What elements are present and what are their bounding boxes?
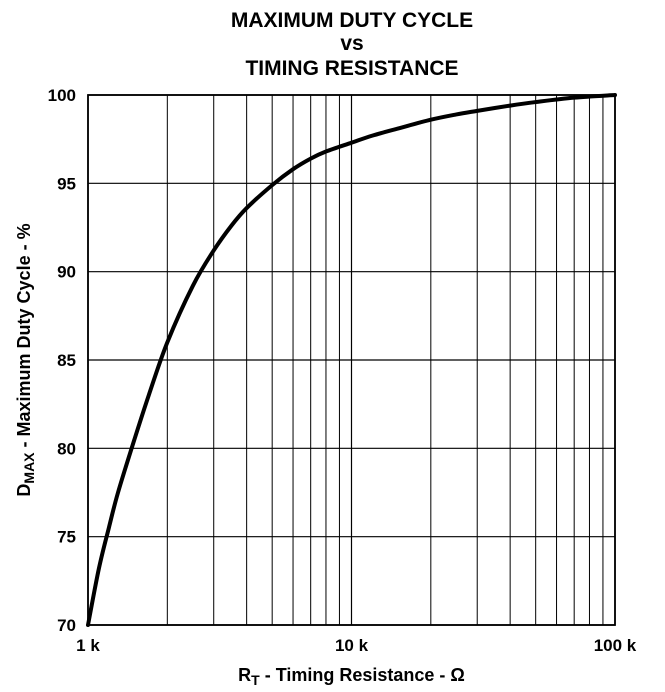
x-tick-label: 100 k [594,636,637,655]
plot-area [86,93,617,627]
y-tick-label: 95 [57,174,76,193]
y-tick-label: 85 [57,351,76,370]
y-axis-label-main: D [14,484,34,497]
y-tick-label: 90 [57,263,76,282]
chart-title-line-1: MAXIMUM DUTY CYCLE [231,9,473,32]
y-tick-label: 80 [57,439,76,458]
x-axis-tick-labels: 1 k 10 k 100 k [76,636,637,655]
x-axis-label-main: R [238,665,251,685]
chart-title-line-2: vs [340,32,363,55]
chart-title: MAXIMUM DUTY CYCLE vs TIMING RESISTANCE [231,9,473,80]
y-axis-tick-labels: 70 75 80 85 90 95 100 [48,86,76,635]
x-tick-label: 10 k [335,636,369,655]
x-axis-label-subscript: T [251,672,260,688]
plot-frame [87,94,616,626]
y-tick-label: 70 [57,616,76,635]
x-tick-label: 1 k [76,636,100,655]
y-axis-label-rest: - Maximum Duty Cycle - % [14,223,34,452]
y-axis-label-subscript: MAX [21,452,37,484]
y-tick-label: 100 [48,86,76,105]
y-axis-label: DMAX - Maximum Duty Cycle - % [14,223,37,496]
y-tick-label: 75 [57,528,76,547]
series-layer [86,93,617,627]
chart-title-line-3: TIMING RESISTANCE [245,57,458,80]
series-line [86,93,617,627]
x-axis-label-rest: - Timing Resistance - Ω [260,665,465,685]
x-axis-label: RT - Timing Resistance - Ω [238,665,465,688]
